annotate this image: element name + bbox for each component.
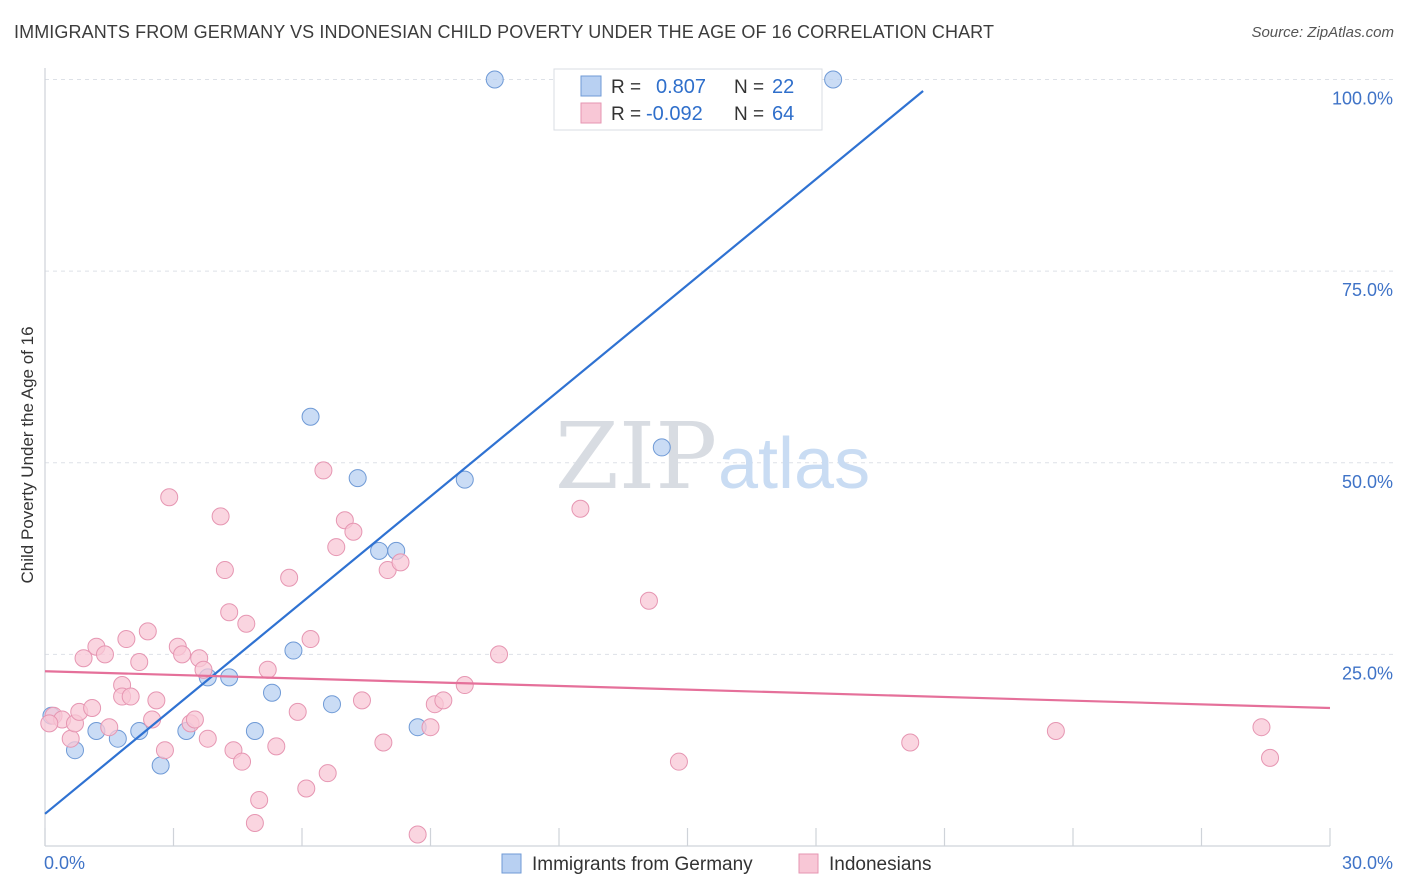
indonesians-point bbox=[160, 488, 179, 507]
x-tick-labels: 0.0% 30.0% bbox=[44, 853, 1393, 873]
indonesians-point bbox=[280, 568, 299, 587]
bottom-legend-swatch-germany bbox=[501, 853, 522, 874]
indonesians-point bbox=[185, 710, 204, 729]
source-label: Source: ZipAtlas.com bbox=[1251, 24, 1394, 41]
germany-point bbox=[322, 695, 341, 714]
indonesians-point bbox=[901, 733, 920, 752]
x-tick-label: 0.0% bbox=[44, 853, 85, 873]
data-points bbox=[40, 70, 1280, 844]
indonesians-point bbox=[83, 699, 102, 718]
indonesians-point bbox=[245, 814, 264, 833]
indonesians-point bbox=[194, 660, 213, 679]
indonesians-point bbox=[155, 741, 174, 760]
y-tick-labels: 25.0% 50.0% 75.0% 100.0% bbox=[1332, 89, 1393, 684]
indonesians-trend-line bbox=[44, 670, 1331, 710]
indonesians-point bbox=[130, 653, 149, 672]
chart-title: IMMIGRANTS FROM GERMANY VS INDONESIAN CH… bbox=[14, 22, 995, 42]
indonesians-point bbox=[297, 779, 316, 798]
indonesians-point bbox=[198, 729, 217, 748]
indonesians-point bbox=[267, 737, 286, 756]
legend-r-label-1: R = bbox=[611, 77, 641, 98]
indonesians-point bbox=[100, 718, 119, 737]
germany-point bbox=[130, 722, 149, 741]
indonesians-point bbox=[639, 591, 658, 610]
legend-n-value-2: 64 bbox=[772, 103, 794, 125]
legend-n-label-2: N = bbox=[734, 104, 764, 125]
indonesians-point bbox=[250, 791, 269, 810]
germany-point bbox=[284, 641, 303, 660]
indonesians-point bbox=[391, 553, 410, 572]
indonesians-point bbox=[173, 645, 192, 664]
indonesians-point bbox=[220, 603, 239, 622]
indonesians-point bbox=[318, 764, 337, 783]
indonesians-point bbox=[288, 702, 307, 721]
germany-point bbox=[301, 407, 320, 426]
bottom-legend-swatch-indonesians bbox=[798, 853, 819, 874]
stats-legend: R = 0.807 N = 22 R = -0.092 N = 64 bbox=[553, 68, 823, 131]
indonesians-point bbox=[327, 538, 346, 557]
indonesians-point bbox=[1252, 718, 1271, 737]
legend-n-value-1: 22 bbox=[772, 76, 794, 98]
grid-lines bbox=[45, 79, 1395, 655]
indonesians-point bbox=[211, 507, 230, 526]
y-axis-label: Child Poverty Under the Age of 16 bbox=[18, 326, 37, 584]
germany-point bbox=[485, 70, 504, 89]
indonesians-point bbox=[408, 825, 427, 844]
indonesians-point bbox=[95, 645, 114, 664]
legend-swatch-germany bbox=[580, 75, 602, 97]
germany-point bbox=[348, 469, 367, 488]
indonesians-point bbox=[434, 691, 453, 710]
indonesians-point bbox=[215, 561, 234, 580]
indonesians-point bbox=[490, 645, 509, 664]
watermark: ZIP atlas bbox=[555, 403, 870, 510]
y-tick-label: 100.0% bbox=[1332, 89, 1393, 109]
indonesians-point bbox=[421, 718, 440, 737]
indonesians-point bbox=[237, 614, 256, 633]
germany-point bbox=[263, 683, 282, 702]
indonesians-point bbox=[121, 687, 140, 706]
germany-point bbox=[151, 756, 170, 775]
indonesians-point bbox=[1261, 748, 1280, 767]
indonesians-point bbox=[117, 630, 136, 649]
legend-n-label-1: N = bbox=[734, 77, 764, 98]
indonesians-point bbox=[344, 522, 363, 541]
legend-swatch-indonesians bbox=[580, 102, 602, 124]
watermark-atlas: atlas bbox=[718, 424, 870, 504]
indonesians-point bbox=[74, 649, 93, 668]
germany-trend-line bbox=[44, 90, 924, 815]
indonesians-point bbox=[352, 691, 371, 710]
bottom-legend-indonesians: Indonesians bbox=[829, 854, 931, 875]
indonesians-point bbox=[455, 676, 474, 695]
bottom-legend: Immigrants from Germany Indonesians bbox=[501, 853, 931, 875]
indonesians-point bbox=[1046, 722, 1065, 741]
indonesians-point bbox=[314, 461, 333, 480]
indonesians-point bbox=[61, 729, 80, 748]
y-tick-label: 50.0% bbox=[1342, 472, 1393, 492]
indonesians-point bbox=[147, 691, 166, 710]
x-tick-label: 30.0% bbox=[1342, 853, 1393, 873]
indonesians-point bbox=[374, 733, 393, 752]
y-tick-label: 75.0% bbox=[1342, 280, 1393, 300]
indonesians-point bbox=[258, 660, 277, 679]
germany-point bbox=[652, 438, 671, 457]
germany-point bbox=[455, 470, 474, 489]
legend-r-value-2: -0.092 bbox=[646, 103, 703, 125]
legend-r-label-2: R = bbox=[611, 104, 641, 125]
bottom-legend-germany: Immigrants from Germany bbox=[532, 854, 753, 875]
trend-lines bbox=[44, 90, 1331, 815]
germany-point bbox=[245, 722, 264, 741]
germany-point bbox=[824, 70, 843, 89]
y-tick-label: 25.0% bbox=[1342, 663, 1393, 683]
watermark-zip: ZIP bbox=[555, 403, 717, 510]
indonesians-point bbox=[669, 752, 688, 771]
indonesians-point bbox=[301, 630, 320, 649]
indonesians-point bbox=[138, 622, 157, 641]
indonesians-point bbox=[40, 714, 59, 733]
indonesians-point bbox=[571, 499, 590, 518]
indonesians-point bbox=[233, 752, 252, 771]
legend-r-value-1: 0.807 bbox=[656, 76, 706, 98]
